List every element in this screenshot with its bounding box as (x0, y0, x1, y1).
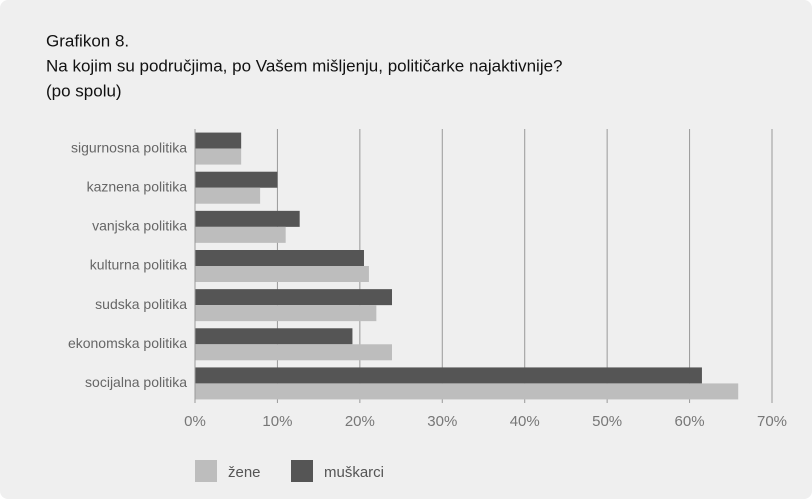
x-tick-label: 50% (592, 413, 622, 430)
bar (195, 132, 242, 149)
bar (195, 305, 377, 322)
bar (195, 210, 300, 227)
x-tick-label: 30% (427, 413, 457, 430)
y-tick-label: kaznena politika (87, 178, 188, 194)
bar (195, 383, 739, 400)
y-tick-label: sudska politika (95, 296, 187, 312)
legend-swatch (291, 460, 313, 482)
bar (195, 250, 364, 266)
bar (195, 344, 393, 361)
legend-label: muškarci (324, 464, 384, 481)
y-tick-label: vanjska politika (92, 218, 187, 234)
legend-swatch (195, 460, 217, 482)
bar (195, 266, 369, 282)
bar (195, 367, 702, 384)
y-tick-label: sigurnosna politika (71, 139, 187, 155)
y-tick-label: socijalna politika (85, 374, 187, 390)
bar (195, 328, 353, 345)
x-tick-label: 10% (262, 413, 292, 430)
x-tick-label: 40% (510, 413, 540, 430)
x-tick-label: 20% (345, 413, 375, 430)
y-tick-label: kulturna politika (90, 257, 187, 273)
chart-note: (po spolu) (46, 81, 122, 100)
y-tick-label: ekonomska politika (68, 335, 187, 351)
chart-title: Grafikon 8. (46, 31, 129, 50)
bar (195, 171, 278, 188)
legend-label: žene (228, 464, 261, 481)
x-tick-label: 0% (184, 413, 206, 430)
bar (195, 148, 242, 165)
x-tick-label: 70% (757, 413, 787, 430)
chart-subtitle: Na kojim su područjima, po Vašem mišljen… (46, 56, 563, 75)
bar (195, 289, 393, 306)
bar (195, 187, 261, 204)
bar (195, 226, 286, 243)
x-tick-label: 60% (675, 413, 705, 430)
